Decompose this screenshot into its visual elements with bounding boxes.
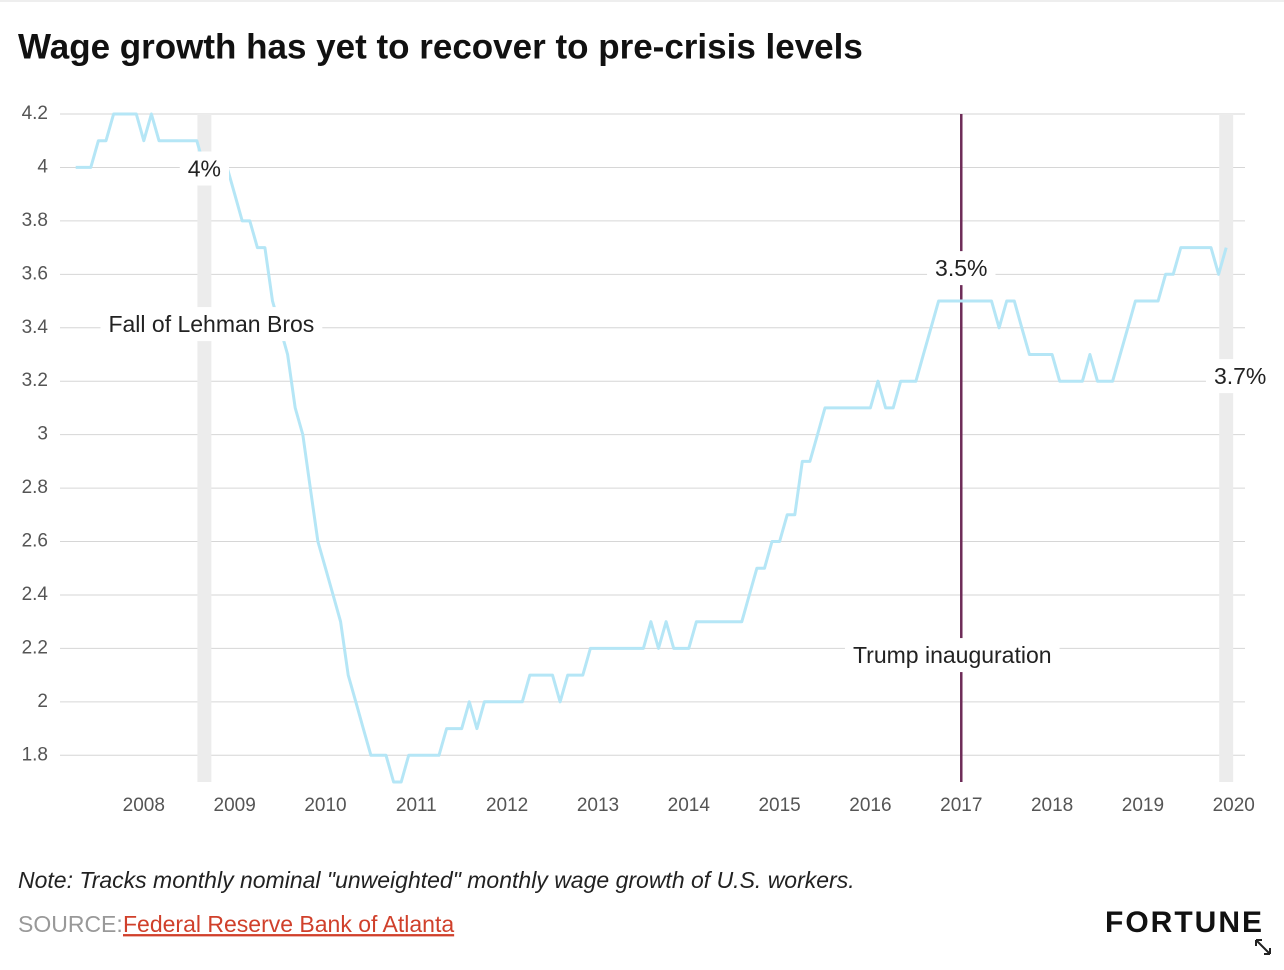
y-tick-label: 2 — [37, 691, 48, 712]
x-tick-label: 2019 — [1122, 795, 1164, 816]
source-link[interactable]: Federal Reserve Bank of Atlanta — [123, 911, 454, 937]
y-tick-label: 3 — [37, 424, 48, 445]
event-label-bg — [844, 638, 1060, 673]
y-tick-label: 3.4 — [22, 317, 49, 338]
event-band — [1219, 114, 1234, 782]
y-tick-label: 2.8 — [22, 477, 48, 498]
x-tick-label: 2010 — [304, 795, 346, 816]
y-tick-label: 2.6 — [22, 531, 48, 552]
x-tick-label: 2008 — [123, 795, 165, 816]
x-tick-label: 2013 — [577, 795, 619, 816]
plot-area: 1.8 2 2.2 2.4 2.6 2.8 3 3.2 3.4 3.6 3.8 4 4.2 2008 200… — [22, 103, 1275, 816]
y-tick-label: 3.2 — [22, 370, 48, 391]
y-tick-label: 2.4 — [22, 584, 49, 605]
x-tick-label: 2020 — [1213, 795, 1255, 816]
x-tick-label: 2018 — [1031, 795, 1073, 816]
chart-title: Wage growth has yet to recover to pre-cr… — [18, 27, 863, 66]
x-tick-label: 2012 — [486, 795, 528, 816]
y-tick-label: 1.8 — [22, 744, 48, 765]
event-label: Trump inauguration — [853, 642, 1052, 668]
y-tick-label: 4 — [37, 156, 48, 177]
event-band — [197, 114, 212, 782]
x-tick-label: 2017 — [940, 795, 982, 816]
x-tick-label: 2009 — [214, 795, 256, 816]
value-label: 4% — [188, 156, 221, 182]
event-label-bg — [100, 307, 323, 342]
y-tick-label: 3.8 — [22, 210, 48, 231]
data-line — [75, 112, 1228, 784]
value-label: 3.5% — [935, 255, 987, 281]
x-tick-label: 2015 — [758, 795, 800, 816]
y-tick-label: 3.6 — [22, 263, 48, 284]
x-tick-label: 2014 — [668, 795, 711, 816]
value-label-bg — [179, 151, 230, 186]
x-tick-label: 2011 — [396, 795, 437, 816]
resize-icon — [1255, 939, 1271, 955]
value-label-bg — [927, 251, 996, 286]
event-label: Fall of Lehman Bros — [108, 311, 314, 337]
y-tick-label: 4.2 — [22, 103, 48, 124]
note: Note: Tracks monthly nominal "unweighted… — [18, 867, 855, 893]
source-label: SOURCE: — [18, 911, 123, 937]
value-label: 3.7% — [1214, 363, 1266, 389]
value-label-bg — [1205, 359, 1275, 394]
y-tick-label: 2.2 — [22, 637, 48, 658]
brand-logo: FORTUNE — [1105, 906, 1264, 939]
x-tick-label: 2016 — [849, 795, 891, 816]
